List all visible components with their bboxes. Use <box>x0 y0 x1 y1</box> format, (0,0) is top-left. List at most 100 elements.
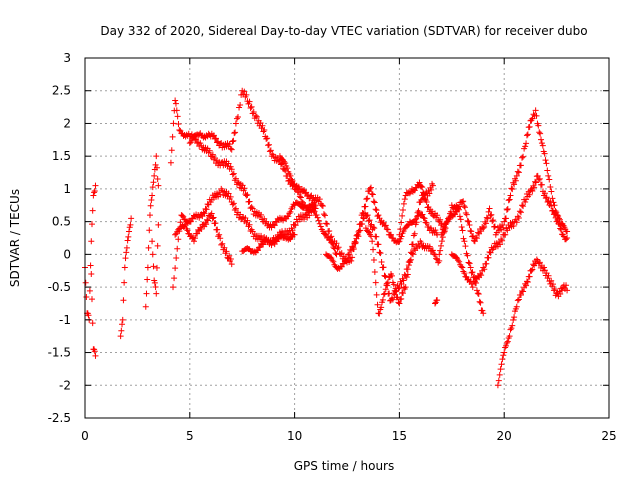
data-point <box>371 225 378 232</box>
data-point <box>184 227 191 234</box>
grid <box>85 58 609 418</box>
data-point <box>203 221 210 228</box>
data-point <box>362 212 369 219</box>
data-point <box>91 188 98 195</box>
data-point <box>146 212 153 219</box>
data-point <box>529 266 536 273</box>
data-point <box>426 243 433 250</box>
data-point <box>504 338 511 345</box>
data-point <box>229 201 236 208</box>
data-point <box>359 220 366 227</box>
data-point <box>207 153 214 160</box>
data-point <box>395 299 402 306</box>
data-point <box>218 241 225 248</box>
data-point <box>267 147 274 154</box>
data-point <box>515 169 522 176</box>
data-point <box>408 250 415 257</box>
data-point <box>239 215 246 222</box>
data-point <box>502 342 509 349</box>
x-axis-label: GPS time / hours <box>294 459 395 473</box>
data-point <box>92 352 99 359</box>
data-point <box>144 264 151 271</box>
data-point <box>250 109 257 116</box>
data-point <box>473 235 480 242</box>
data-point <box>411 230 418 237</box>
data-point <box>528 267 535 274</box>
y-tick-label: 2 <box>63 116 71 130</box>
data-point <box>153 153 160 160</box>
data-point <box>243 91 250 98</box>
data-point <box>480 225 487 232</box>
data-point <box>228 261 235 268</box>
data-point <box>469 233 476 240</box>
data-point <box>490 244 497 251</box>
data-point <box>526 123 533 130</box>
data-point <box>458 263 465 270</box>
data-point <box>214 226 221 233</box>
data-point <box>402 284 409 291</box>
data-point <box>535 176 542 183</box>
data-point <box>482 220 489 227</box>
data-point <box>315 217 322 224</box>
data-point <box>379 296 386 303</box>
data-point <box>370 246 377 253</box>
data-point <box>298 198 305 205</box>
data-point <box>349 254 356 261</box>
series-track-r <box>495 256 570 384</box>
data-point <box>498 361 505 368</box>
data-point <box>149 184 156 191</box>
data-point <box>455 204 462 211</box>
data-point <box>428 186 435 193</box>
data-point <box>524 131 531 138</box>
data-point <box>380 291 387 298</box>
data-point <box>522 143 529 150</box>
data-point <box>478 272 485 279</box>
data-point <box>459 264 466 271</box>
data-point <box>372 206 379 213</box>
data-point <box>494 382 501 389</box>
data-point <box>378 304 385 311</box>
data-point <box>323 251 330 258</box>
data-point <box>466 221 473 228</box>
data-point <box>228 199 235 205</box>
data-point <box>553 290 560 297</box>
data-point <box>429 182 436 189</box>
data-point <box>438 231 445 238</box>
data-point <box>519 202 526 209</box>
data-point <box>123 244 130 251</box>
data-point <box>500 352 507 359</box>
data-point <box>254 247 261 254</box>
data-point <box>243 192 250 199</box>
data-point <box>408 241 415 248</box>
data-point <box>538 140 545 147</box>
data-point <box>236 104 243 111</box>
data-point <box>175 121 182 128</box>
data-point <box>227 145 234 152</box>
data-point <box>407 256 414 263</box>
data-point <box>522 199 529 205</box>
data-point <box>543 160 550 167</box>
data-point <box>532 107 539 114</box>
data-point <box>523 132 530 139</box>
series-track-d <box>143 161 161 297</box>
data-point <box>536 129 543 136</box>
data-point <box>271 222 278 229</box>
data-point <box>404 271 411 278</box>
data-point <box>232 175 239 182</box>
data-point <box>520 288 527 295</box>
data-point <box>484 215 491 222</box>
data-point <box>533 112 540 119</box>
data-point <box>506 333 513 340</box>
data-point <box>281 166 288 173</box>
data-point <box>526 191 533 198</box>
data-point <box>519 287 526 294</box>
data-point <box>530 261 537 268</box>
data-point <box>363 213 370 220</box>
data-point <box>468 269 475 276</box>
data-point <box>468 228 475 235</box>
data-point <box>515 214 522 221</box>
data-point <box>352 240 359 247</box>
data-point <box>218 159 225 166</box>
data-point <box>150 263 157 270</box>
